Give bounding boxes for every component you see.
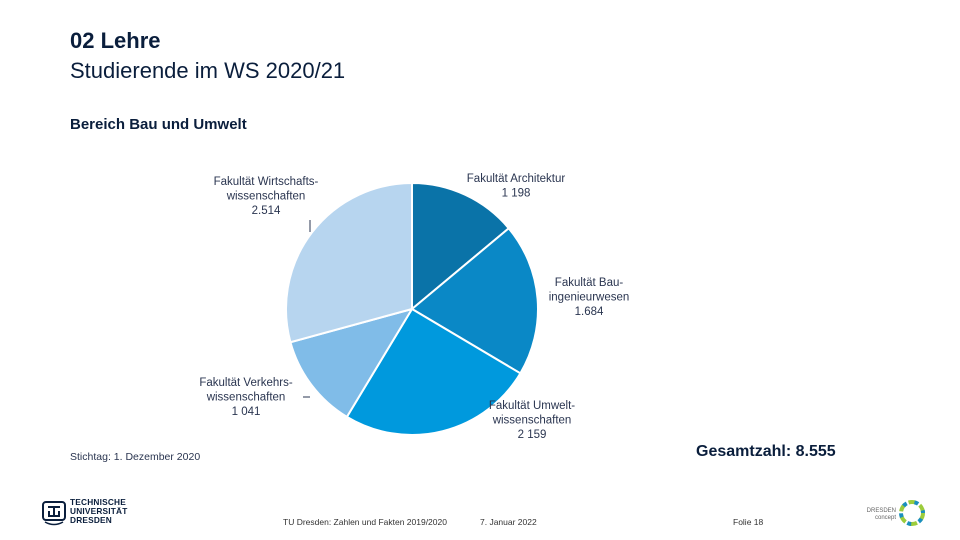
pie-slice-0	[411, 181, 511, 312]
slice-label-line: 1.684	[575, 306, 604, 318]
tu-dresden-logo: TECHNISCHE UNIVERSITÄT DRESDEN	[40, 497, 140, 527]
total-count: Gesamtzahl: 8.555	[696, 443, 836, 461]
slice-label-line: 2 159	[518, 429, 547, 441]
footer-source: TU Dresden: Zahlen und Fakten 2019/2020	[283, 517, 447, 527]
slice-label-1: Fakultät Bau-ingenieurwesen 1.684	[549, 277, 630, 318]
pie-slice-3	[289, 307, 415, 419]
slice-label-line: wissenschaften	[492, 415, 572, 427]
slice-label-line: 1 198	[502, 188, 531, 200]
slice-label-line: Fakultät Bau-	[555, 277, 624, 289]
dc-logo-line2: concept	[874, 515, 896, 521]
slice-label-3: Fakultät Verkehrs-wissenschaften 1 041	[199, 377, 292, 418]
page-title: 02 Lehre	[70, 28, 161, 53]
slice-label-line: ingenieurwesen	[549, 292, 630, 304]
footer-slide-number: Folie 18	[733, 517, 764, 527]
tu-logo-line1: TECHNISCHE	[70, 497, 126, 507]
pie-slice-1	[410, 226, 539, 375]
slice-label-line: 1 041	[232, 406, 261, 418]
slice-label-2: Fakultät Umwelt-wissenschaften 2 159	[489, 400, 575, 441]
tu-logo-icon	[42, 501, 66, 526]
tu-logo-line2: UNIVERSITÄT	[70, 506, 128, 516]
pie-slice-4	[285, 181, 413, 344]
slice-label-line: Fakultät Umwelt-	[489, 400, 575, 412]
slice-label-line: Fakultät Verkehrs-	[199, 377, 292, 389]
tu-logo-line3: DRESDEN	[70, 515, 112, 525]
slice-label-line: wissenschaften	[226, 191, 306, 203]
total-value: 8.555	[795, 443, 836, 460]
slice-label-4: Fakultät Wirtschafts-wissenschaften 2.514	[214, 176, 319, 217]
slice-label-0: Fakultät Architektur 1 198	[467, 173, 566, 200]
slice-label-line: wissenschaften	[206, 392, 286, 404]
dc-logo-line1: DRESDEN	[866, 508, 896, 514]
slice-label-line: Fakultät Wirtschafts-	[214, 176, 319, 188]
slice-label-line: Fakultät Architektur	[467, 173, 566, 185]
dc-logo-wordmark: DRESDEN concept	[864, 508, 896, 522]
dresden-concept-logo: DRESDEN concept	[862, 498, 928, 528]
page-subtitle: Studierende im WS 2020/21	[70, 58, 346, 83]
total-label: Gesamtzahl:	[696, 443, 792, 460]
pie-slice-2	[345, 307, 522, 436]
tu-logo-wordmark: TECHNISCHE UNIVERSITÄT DRESDEN	[70, 498, 128, 525]
footer-date: 7. Januar 2022	[480, 517, 537, 527]
section-title: Bereich Bau und Umwelt	[70, 116, 247, 133]
dc-logo-icon	[899, 500, 925, 526]
slice-label-line: 2.514	[252, 205, 281, 217]
reference-date: Stichtag: 1. Dezember 2020	[70, 451, 201, 463]
